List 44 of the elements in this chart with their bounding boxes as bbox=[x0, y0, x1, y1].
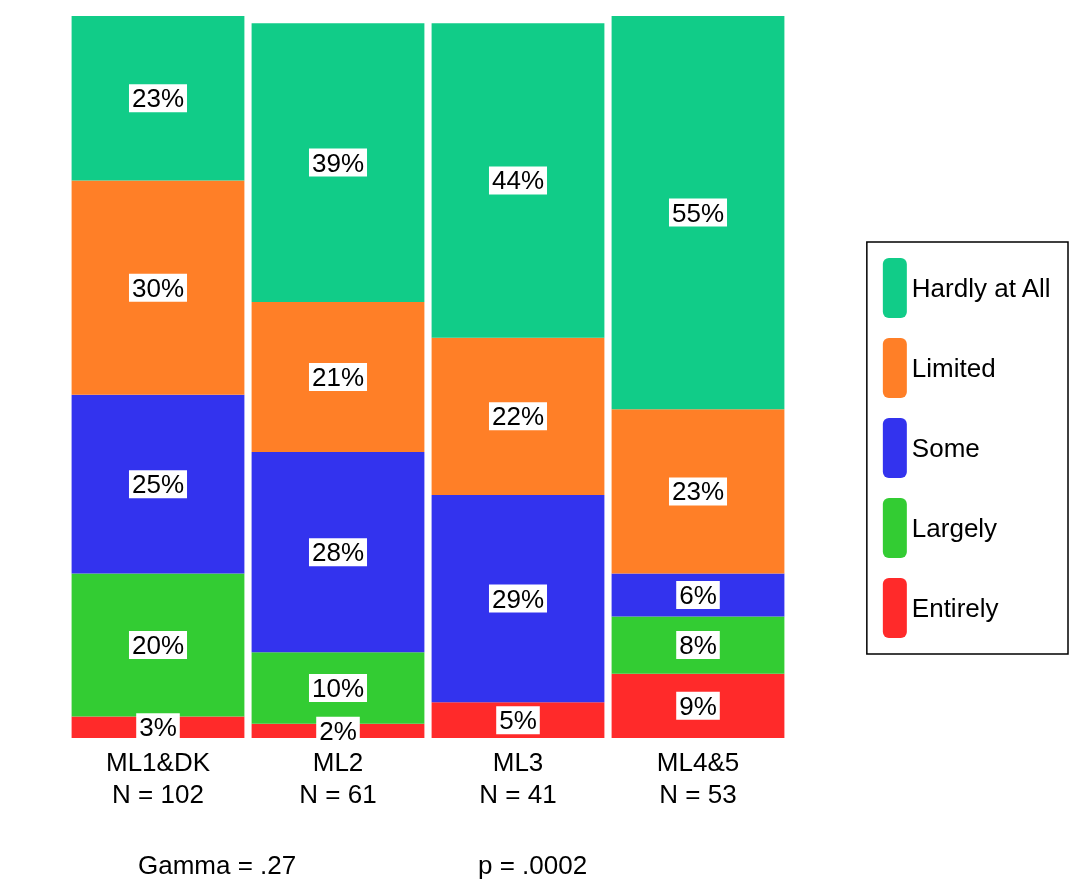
bar bbox=[71, 16, 245, 181]
bar bbox=[611, 409, 785, 574]
bar bbox=[71, 180, 245, 395]
legend-label: Hardly at All bbox=[911, 273, 1051, 303]
legend-label: Some bbox=[911, 433, 980, 463]
bar bbox=[431, 23, 605, 338]
bar bbox=[251, 452, 425, 653]
data-label: 9% bbox=[679, 690, 717, 721]
data-label: 5% bbox=[499, 705, 537, 736]
bar bbox=[431, 494, 605, 703]
legend-label: Largely bbox=[911, 513, 998, 543]
data-label: 23% bbox=[671, 476, 725, 507]
data-label: 23% bbox=[131, 83, 185, 114]
data-label: 25% bbox=[131, 469, 185, 500]
data-label: 21% bbox=[311, 362, 365, 392]
bar bbox=[611, 616, 785, 674]
data-label: 44% bbox=[491, 165, 545, 196]
text: p = .0002 bbox=[478, 850, 588, 880]
data-label: 22% bbox=[491, 401, 545, 432]
data-label: 6% bbox=[679, 580, 717, 611]
x-tick-label: ML1&DK N = 102 bbox=[105, 747, 211, 809]
x-tick-label: ML3 N = 41 bbox=[479, 747, 557, 809]
bar bbox=[71, 394, 245, 574]
bar bbox=[431, 337, 605, 495]
x-tick-label: ML4&5 N = 53 bbox=[656, 747, 740, 809]
data-label: 55% bbox=[671, 197, 725, 228]
data-label: 10% bbox=[311, 672, 365, 703]
text: Gamma = .27 bbox=[138, 850, 297, 880]
bar bbox=[611, 673, 785, 738]
bar bbox=[251, 23, 425, 302]
data-label: 39% bbox=[311, 147, 365, 178]
data-label: 28% bbox=[311, 537, 365, 568]
data-label: 29% bbox=[491, 583, 545, 614]
data-label: 2% bbox=[319, 715, 357, 746]
data-label: 3% bbox=[139, 712, 177, 743]
bar bbox=[71, 573, 245, 717]
data-label: 8% bbox=[679, 630, 717, 661]
data-label: 30% bbox=[131, 272, 185, 303]
legend-label: Limited bbox=[911, 353, 996, 383]
bar bbox=[251, 301, 425, 453]
data-label: 20% bbox=[131, 630, 185, 661]
legend-label: Entirely bbox=[911, 593, 999, 623]
bar bbox=[611, 16, 785, 410]
x-tick-label: ML2 N = 61 bbox=[299, 747, 377, 809]
